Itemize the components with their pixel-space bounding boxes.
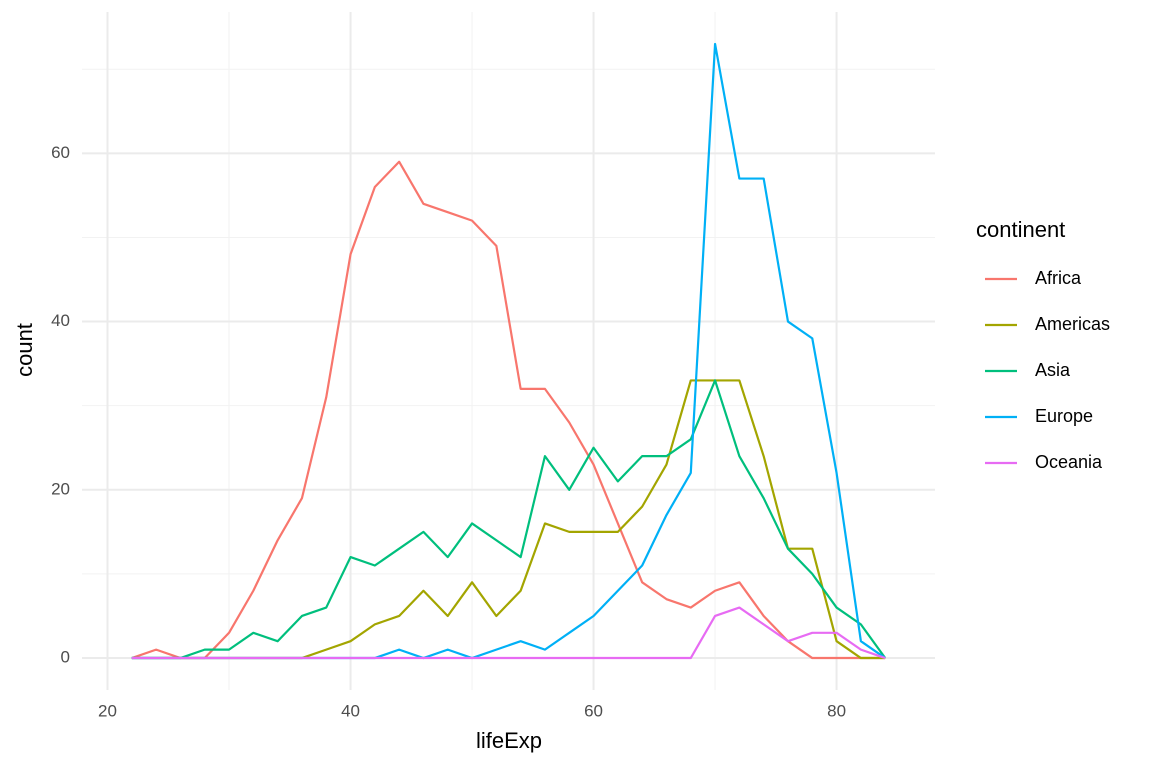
y-axis-title: count [12, 323, 37, 377]
x-tick-label: 20 [98, 701, 117, 720]
legend-label: Asia [1035, 360, 1071, 380]
legend-label: Americas [1035, 314, 1110, 334]
y-tick-label: 0 [61, 648, 70, 667]
x-tick-label: 40 [341, 701, 360, 720]
y-tick-label: 40 [51, 311, 70, 330]
legend-label: Africa [1035, 268, 1082, 288]
x-tick-label: 60 [584, 701, 603, 720]
series-line [131, 606, 886, 660]
x-tick-label: 80 [827, 701, 846, 720]
y-tick-label: 60 [51, 143, 70, 162]
series-line [131, 160, 886, 660]
series-line [131, 379, 887, 660]
series-line [131, 42, 886, 660]
legend-label: Oceania [1035, 452, 1103, 472]
y-tick-label: 20 [51, 479, 70, 498]
legend-title: continent [976, 217, 1065, 242]
legend-label: Europe [1035, 406, 1093, 426]
x-axis-title: lifeExp [476, 728, 542, 753]
series-line [131, 379, 886, 660]
